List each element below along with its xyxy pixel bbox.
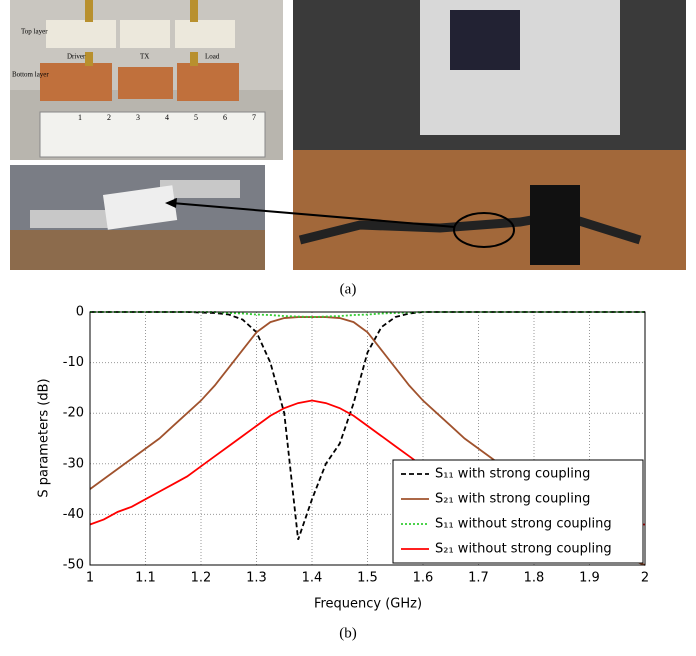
photo-label: TX	[140, 53, 149, 61]
x-tick-label: 1.2	[191, 571, 212, 586]
ruler-label: 2	[107, 113, 111, 122]
caption: (a)	[340, 281, 357, 297]
y-tick-label: 0	[76, 305, 84, 320]
legend-box	[392, 459, 644, 564]
photo-label: Top layer	[21, 28, 48, 36]
chart: 0 -10 -20 -30 -40 -501 1.1 1.2 1.3 1.4 1.5 1.6 1.7 1.…	[63, 305, 649, 586]
legend-label: S₂₁ with strong coupling	[435, 492, 590, 507]
x-tick-label: 1.5	[357, 571, 378, 586]
x-tick-label: 1	[86, 571, 94, 586]
legend-label: S₁₁ without strong coupling	[435, 517, 612, 532]
x-tick-label: 1.1	[135, 571, 156, 586]
ruler-label: 7	[252, 113, 256, 122]
photo-connectors	[10, 165, 265, 270]
legend-label: S₂₁ without strong coupling	[435, 542, 612, 557]
ruler-label: 5	[194, 113, 198, 122]
ruler-label: 4	[165, 113, 169, 122]
pointer-arrow	[171, 202, 456, 228]
x-tick-label: 1.6	[413, 571, 434, 586]
ruler-label: 1	[78, 113, 82, 122]
y-tick-label: -10	[63, 355, 84, 370]
photo-label: Bottom layer	[12, 71, 49, 79]
ruler-label: 3	[136, 113, 140, 122]
x-tick-label: 1.3	[246, 571, 267, 586]
legend: S₁₁ with strong coupling S₂₁ with strong …	[392, 459, 644, 564]
legend-label: S₁₁ with strong coupling	[435, 467, 590, 482]
y-tick-label: -50	[63, 558, 84, 573]
x-tick-label: 1.4	[302, 571, 323, 586]
ruler-label: 6	[223, 113, 227, 122]
photo-label: Load	[205, 53, 220, 61]
photo-boards: Top layer Driver TX Load Bottom layer 1 2…	[10, 0, 283, 160]
photo-label: Driver	[67, 53, 86, 61]
photo-setup	[293, 0, 686, 270]
y-axis-label: S parameters (dB)	[37, 378, 52, 497]
x-tick-label: 1.7	[468, 571, 489, 586]
x-axis-label: Frequency (GHz)	[314, 597, 422, 612]
x-tick-label: 1.8	[524, 571, 545, 586]
plot-frame	[89, 311, 646, 566]
y-tick-label: -20	[63, 406, 84, 421]
caption: (b)	[339, 625, 357, 641]
x-tick-label: 2	[641, 571, 649, 586]
arrow-head	[165, 198, 177, 208]
y-tick-label: -30	[63, 456, 84, 471]
y-tick-label: -40	[63, 507, 84, 522]
x-tick-label: 1.9	[579, 571, 600, 586]
